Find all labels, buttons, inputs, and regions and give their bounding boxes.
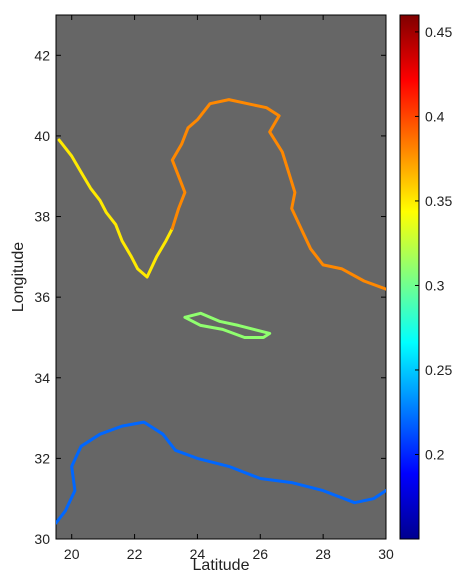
y-tick-label: 38 <box>34 209 50 225</box>
x-axis-ticks: 20 22 24 26 28 30 <box>64 15 394 562</box>
x-tick-label: 26 <box>252 546 268 562</box>
plot-area <box>55 14 387 540</box>
coastline-greek-mainland-east <box>170 98 386 291</box>
coastline-crete <box>183 311 272 339</box>
x-tick-label: 30 <box>378 546 394 562</box>
y-tick-label: 40 <box>34 128 50 144</box>
colorbar-tick-label: 0.4 <box>425 108 445 124</box>
y-tick-label: 30 <box>34 531 50 547</box>
x-tick-label: 22 <box>127 546 143 562</box>
x-tick-label: 28 <box>315 546 331 562</box>
colorbar-tick-label: 0.2 <box>425 446 445 462</box>
colorbar-tick-label: 0.35 <box>425 193 452 209</box>
colorbar <box>399 14 420 540</box>
x-tick-label: 24 <box>190 546 206 562</box>
y-tick-label: 34 <box>34 370 50 386</box>
y-axis-ticks: 30 32 34 36 38 40 42 <box>34 47 386 547</box>
coastline-egypt-libya-coast <box>56 420 386 525</box>
coastlines-layer <box>56 98 386 525</box>
colorbar-ticks: 0.2 0.25 0.3 0.35 0.4 0.45 <box>415 24 452 462</box>
y-tick-label: 36 <box>34 289 50 305</box>
colorbar-tick-label: 0.45 <box>425 24 452 40</box>
y-axis-label: Longitude <box>10 242 27 312</box>
y-tick-label: 32 <box>34 450 50 466</box>
y-tick-label: 42 <box>34 47 50 63</box>
colorbar-tick-label: 0.3 <box>425 277 445 293</box>
x-axis-label: Latitude <box>193 557 250 573</box>
coastline-greek-mainland-west <box>57 138 174 279</box>
x-tick-label: 20 <box>64 546 80 562</box>
colorbar-tick-label: 0.25 <box>425 362 452 378</box>
